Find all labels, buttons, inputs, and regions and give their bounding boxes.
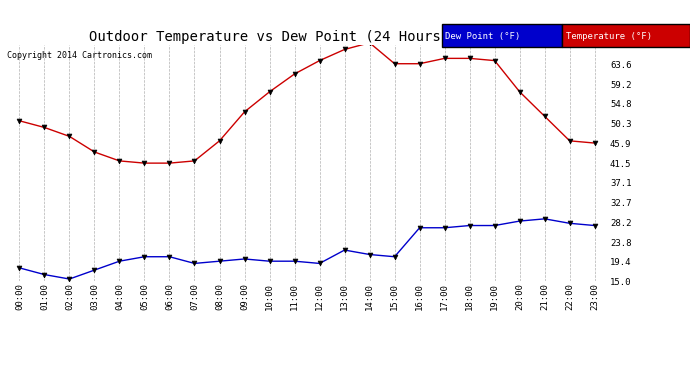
Title: Outdoor Temperature vs Dew Point (24 Hours) 20140411: Outdoor Temperature vs Dew Point (24 Hou… <box>89 30 525 44</box>
Text: Temperature (°F): Temperature (°F) <box>566 32 652 41</box>
Text: Copyright 2014 Cartronics.com: Copyright 2014 Cartronics.com <box>7 51 152 60</box>
Text: Dew Point (°F): Dew Point (°F) <box>445 32 520 41</box>
